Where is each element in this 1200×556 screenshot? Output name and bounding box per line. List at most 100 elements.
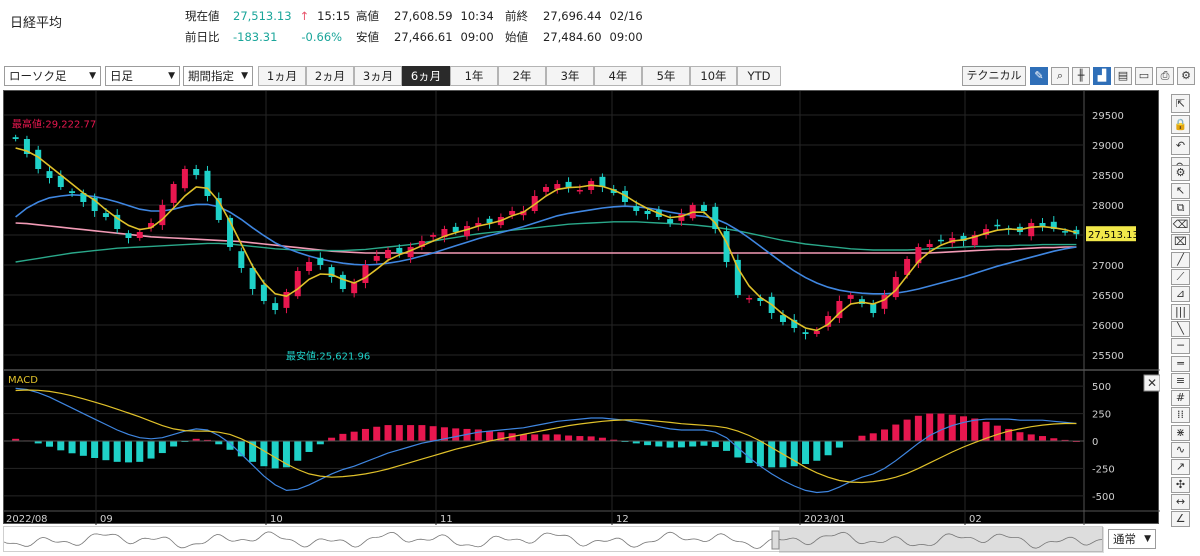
macd-histogram-bar bbox=[102, 441, 110, 461]
candle-body bbox=[633, 206, 640, 211]
macd-histogram-bar bbox=[170, 441, 178, 447]
pen-icon[interactable]: ✎ bbox=[1030, 67, 1048, 85]
quote-prevopen-block: 前終 27,696.44 02/16 始値 27,484.60 09:00 bbox=[505, 6, 651, 48]
high-label: 高値 bbox=[356, 9, 379, 23]
price-ytick-0: 29500 bbox=[1092, 111, 1124, 122]
grid-icon[interactable]: # bbox=[1171, 390, 1190, 407]
wave-icon[interactable]: ∿ bbox=[1171, 442, 1190, 458]
chart-type-select[interactable]: ローソク足 ▼ bbox=[4, 66, 101, 86]
macd-histogram-bar bbox=[395, 425, 403, 441]
save-icon[interactable]: ▤ bbox=[1114, 67, 1132, 85]
cycle-icon[interactable]: ⁞⁞ bbox=[1171, 407, 1190, 424]
interval-select[interactable]: 日足 ▼ bbox=[105, 66, 180, 86]
candle-body bbox=[339, 274, 346, 289]
settings-icon[interactable]: ⚙ bbox=[1171, 165, 1190, 182]
navigator-selection[interactable] bbox=[779, 527, 1104, 553]
candle-body bbox=[136, 232, 143, 238]
xtick-5: 2023/01 bbox=[804, 514, 846, 525]
range-button-9[interactable]: 10年 bbox=[690, 66, 737, 86]
diagonal-icon[interactable]: ╲ bbox=[1171, 320, 1190, 337]
period-select[interactable]: 期間指定 ▼ bbox=[183, 66, 253, 86]
range-button-3[interactable]: 6ヵ月 bbox=[402, 66, 450, 86]
channel-icon[interactable]: ═ bbox=[1171, 355, 1190, 372]
price-ytick-6: 26500 bbox=[1092, 291, 1124, 302]
vertical-lines-icon[interactable]: ||| bbox=[1171, 303, 1190, 320]
low-value: 27,466.61 bbox=[394, 30, 453, 44]
range-button-8[interactable]: 5年 bbox=[642, 66, 690, 86]
candle-body bbox=[193, 169, 200, 175]
xtick-6: 02 bbox=[969, 514, 982, 525]
macd-histogram-bar bbox=[147, 441, 155, 459]
copy-icon[interactable]: ⧉ bbox=[1171, 199, 1190, 216]
xtick-2: 10 bbox=[270, 514, 283, 525]
range-button-10[interactable]: YTD bbox=[737, 66, 781, 86]
ray-icon[interactable]: ⟋ bbox=[1171, 269, 1190, 285]
pattern-icon[interactable]: ⋇ bbox=[1171, 424, 1190, 441]
candle-body bbox=[396, 247, 403, 253]
print-icon[interactable]: ⎙ bbox=[1156, 67, 1174, 85]
eraser-icon[interactable]: ⌫ bbox=[1171, 217, 1190, 234]
fan-icon[interactable]: ⊿ bbox=[1171, 286, 1190, 303]
price-macd-chart[interactable]: 2950029000285002800027500270002650026000… bbox=[4, 91, 1161, 525]
range-button-4[interactable]: 1年 bbox=[450, 66, 498, 86]
change-value: -183.31 bbox=[233, 30, 278, 44]
folder-icon[interactable]: ▭ bbox=[1135, 67, 1153, 85]
range-button-7[interactable]: 4年 bbox=[594, 66, 642, 86]
angle-icon[interactable]: ∠ bbox=[1171, 511, 1190, 528]
candle-body bbox=[215, 198, 222, 220]
dropdown-arrow-icon: ▼ bbox=[89, 71, 96, 81]
fib-icon[interactable]: ≡ bbox=[1171, 372, 1190, 389]
ma-short-line bbox=[15, 147, 1077, 332]
range-navigator[interactable] bbox=[3, 526, 1104, 553]
measure-icon[interactable]: ↔ bbox=[1171, 493, 1190, 510]
ma-mid-line bbox=[15, 193, 1077, 295]
macd-histogram-bar bbox=[711, 441, 719, 448]
line-icon[interactable]: ╱ bbox=[1171, 251, 1190, 268]
prev-value: 27,696.44 bbox=[543, 9, 602, 23]
macd-title: MACD bbox=[8, 375, 38, 386]
navigator-handle[interactable] bbox=[771, 530, 780, 550]
range-button-1[interactable]: 2ヵ月 bbox=[306, 66, 354, 86]
navigator-sparkline[interactable] bbox=[3, 527, 1104, 553]
candle-body bbox=[418, 241, 425, 247]
area-chart-icon[interactable]: ▟ bbox=[1093, 67, 1111, 85]
candle-body bbox=[351, 283, 358, 294]
eraser-all-icon[interactable]: ⌧ bbox=[1171, 234, 1190, 251]
candle-body bbox=[328, 267, 335, 277]
mode-select[interactable]: 通常 ▼ bbox=[1108, 529, 1156, 549]
macd-histogram-bar bbox=[937, 413, 945, 441]
undo-icon[interactable]: ↶ bbox=[1171, 136, 1190, 155]
range-button-0[interactable]: 1ヵ月 bbox=[258, 66, 306, 86]
macd-ytick-4: -500 bbox=[1092, 492, 1115, 503]
lock-icon[interactable]: 🔒 bbox=[1171, 115, 1190, 134]
technical-button[interactable]: テクニカル bbox=[962, 66, 1026, 86]
bar-chart-icon[interactable]: ╫ bbox=[1072, 67, 1090, 85]
chart-area[interactable]: 2950029000285002800027500270002650026000… bbox=[3, 90, 1161, 525]
candle-body bbox=[272, 303, 279, 310]
macd-histogram-bar bbox=[57, 441, 65, 451]
cross-icon[interactable]: ✣ bbox=[1171, 476, 1190, 493]
candle-body bbox=[69, 191, 76, 193]
macd-histogram-bar bbox=[734, 441, 742, 458]
range-button-6[interactable]: 3年 bbox=[546, 66, 594, 86]
candle-body bbox=[227, 217, 234, 247]
macd-histogram-bar bbox=[677, 441, 685, 448]
xtick-1: 09 bbox=[100, 514, 113, 525]
trend-icon[interactable]: ↗ bbox=[1171, 459, 1190, 476]
range-button-2[interactable]: 3ヵ月 bbox=[354, 66, 402, 86]
macd-histogram-bar bbox=[790, 441, 798, 467]
collapse-icon[interactable]: ⇱ bbox=[1171, 94, 1190, 113]
candle-body bbox=[80, 193, 87, 202]
range-button-5[interactable]: 2年 bbox=[498, 66, 546, 86]
cursor-icon[interactable]: ↖ bbox=[1171, 182, 1190, 199]
up-arrow-icon: ↑ bbox=[299, 9, 310, 23]
horizontal-line-icon[interactable]: ─ bbox=[1171, 338, 1190, 355]
macd-histogram-bar bbox=[429, 426, 437, 441]
current-label: 現在値 bbox=[185, 9, 220, 23]
macd-histogram-bar bbox=[260, 441, 268, 467]
macd-histogram-bar bbox=[1039, 436, 1047, 441]
macd-histogram-bar bbox=[768, 441, 776, 468]
zoom-icon[interactable]: ⌕ bbox=[1051, 67, 1069, 85]
xtick-3: 11 bbox=[440, 514, 453, 525]
settings-icon[interactable]: ⚙ bbox=[1177, 67, 1195, 85]
